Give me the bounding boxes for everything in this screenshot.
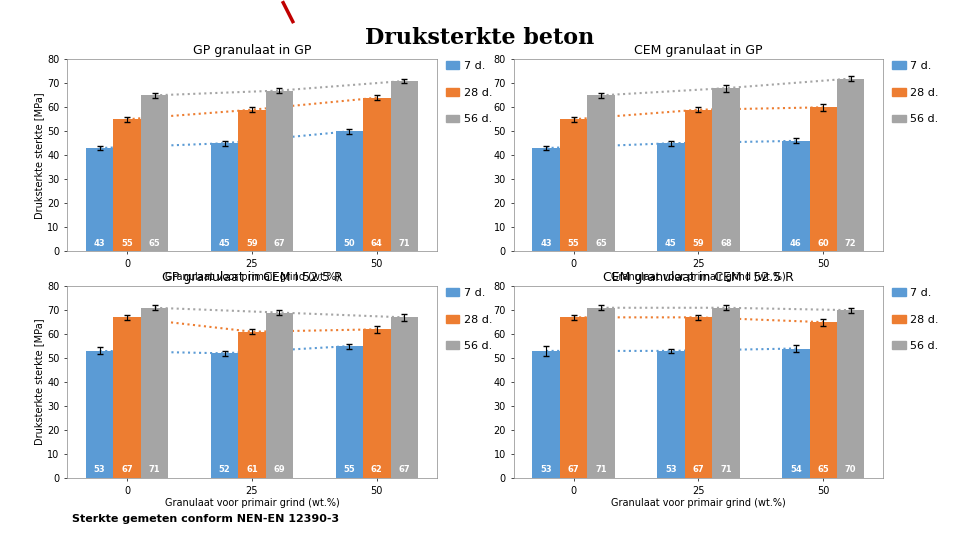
Bar bbox=[86, 351, 113, 478]
Bar bbox=[141, 308, 168, 478]
Text: 67: 67 bbox=[567, 465, 579, 474]
Text: 69: 69 bbox=[274, 465, 285, 474]
Text: 53: 53 bbox=[665, 465, 677, 474]
Text: 61: 61 bbox=[246, 465, 258, 474]
Text: 72: 72 bbox=[845, 239, 856, 247]
Bar bbox=[391, 81, 418, 251]
Text: 64: 64 bbox=[371, 239, 383, 247]
Text: 52: 52 bbox=[219, 465, 230, 474]
Bar bbox=[266, 313, 293, 478]
Text: 43: 43 bbox=[94, 239, 106, 247]
Bar bbox=[658, 143, 684, 251]
X-axis label: Granulaat voor primair grind (wt.%): Granulaat voor primair grind (wt.%) bbox=[164, 272, 340, 281]
Bar bbox=[363, 98, 391, 251]
Text: 71: 71 bbox=[720, 465, 732, 474]
X-axis label: Granulaat voor primair grind (wt.%): Granulaat voor primair grind (wt.%) bbox=[164, 498, 340, 508]
Legend: 7 d., 28 d., 56 d.: 7 d., 28 d., 56 d. bbox=[893, 288, 939, 351]
Title: GP granulaat in CEM I 52.5 R: GP granulaat in CEM I 52.5 R bbox=[161, 271, 343, 284]
Text: 65: 65 bbox=[817, 465, 829, 474]
Bar bbox=[391, 318, 418, 478]
Text: 62: 62 bbox=[371, 465, 383, 474]
Legend: 7 d., 28 d., 56 d.: 7 d., 28 d., 56 d. bbox=[446, 288, 492, 351]
Bar bbox=[238, 332, 266, 478]
Bar bbox=[211, 143, 238, 251]
Legend: 7 d., 28 d., 56 d.: 7 d., 28 d., 56 d. bbox=[446, 61, 492, 124]
Bar bbox=[336, 131, 363, 251]
Bar bbox=[266, 91, 293, 251]
Bar bbox=[113, 318, 141, 478]
Text: 59: 59 bbox=[246, 239, 258, 247]
Bar bbox=[560, 119, 588, 251]
Text: 65: 65 bbox=[595, 239, 607, 247]
Bar bbox=[837, 310, 864, 478]
Text: 70: 70 bbox=[845, 465, 856, 474]
Bar bbox=[86, 148, 113, 251]
Text: 71: 71 bbox=[398, 239, 410, 247]
X-axis label: Granulaat voor primair grind (wt.%): Granulaat voor primair grind (wt.%) bbox=[611, 272, 786, 281]
Text: 53: 53 bbox=[94, 465, 106, 474]
Title: CEM granulaat in GP: CEM granulaat in GP bbox=[635, 44, 762, 57]
Title: CEM granulaat in CEM I 52.5 R: CEM granulaat in CEM I 52.5 R bbox=[603, 271, 794, 284]
Bar bbox=[712, 308, 739, 478]
Text: 71: 71 bbox=[149, 465, 160, 474]
Text: 50: 50 bbox=[344, 239, 355, 247]
Text: 43: 43 bbox=[540, 239, 552, 247]
Text: 45: 45 bbox=[219, 239, 230, 247]
Text: 55: 55 bbox=[344, 465, 355, 474]
Bar bbox=[684, 318, 712, 478]
Bar bbox=[141, 96, 168, 251]
Text: 55: 55 bbox=[567, 239, 580, 247]
Text: 71: 71 bbox=[595, 465, 607, 474]
Bar bbox=[712, 88, 739, 251]
Bar bbox=[684, 110, 712, 251]
Bar bbox=[533, 351, 560, 478]
Bar bbox=[782, 348, 809, 478]
Text: 65: 65 bbox=[149, 239, 160, 247]
Bar bbox=[211, 353, 238, 478]
Text: 59: 59 bbox=[692, 239, 705, 247]
Text: 67: 67 bbox=[121, 465, 132, 474]
Text: 67: 67 bbox=[274, 239, 285, 247]
Text: 45: 45 bbox=[665, 239, 677, 247]
Bar bbox=[363, 329, 391, 478]
Title: GP granulaat in GP: GP granulaat in GP bbox=[193, 44, 311, 57]
Text: Druksterkte beton: Druksterkte beton bbox=[366, 27, 594, 49]
Bar bbox=[837, 78, 864, 251]
Text: 53: 53 bbox=[540, 465, 552, 474]
Bar bbox=[658, 351, 684, 478]
Y-axis label: Druksterkte sterkte [MPa]: Druksterkte sterkte [MPa] bbox=[35, 319, 44, 445]
Text: 54: 54 bbox=[790, 465, 802, 474]
Bar bbox=[782, 141, 809, 251]
Text: 46: 46 bbox=[790, 239, 802, 247]
X-axis label: Granulaat voor primair grind (wt.%): Granulaat voor primair grind (wt.%) bbox=[611, 498, 786, 508]
Bar bbox=[533, 148, 560, 251]
Text: Sterkte gemeten conform NEN-EN 12390-3: Sterkte gemeten conform NEN-EN 12390-3 bbox=[72, 515, 339, 524]
Legend: 7 d., 28 d., 56 d.: 7 d., 28 d., 56 d. bbox=[893, 61, 939, 124]
Bar bbox=[113, 119, 141, 251]
Text: 67: 67 bbox=[692, 465, 705, 474]
Bar bbox=[588, 96, 614, 251]
Bar bbox=[336, 346, 363, 478]
Y-axis label: Druksterkte sterkte [MPa]: Druksterkte sterkte [MPa] bbox=[35, 92, 44, 219]
Text: 68: 68 bbox=[720, 239, 732, 247]
Bar bbox=[588, 308, 614, 478]
Text: 60: 60 bbox=[818, 239, 829, 247]
Text: 67: 67 bbox=[398, 465, 410, 474]
Bar bbox=[809, 107, 837, 251]
Bar bbox=[238, 110, 266, 251]
Bar bbox=[809, 322, 837, 478]
Text: 55: 55 bbox=[121, 239, 133, 247]
Bar bbox=[560, 318, 588, 478]
